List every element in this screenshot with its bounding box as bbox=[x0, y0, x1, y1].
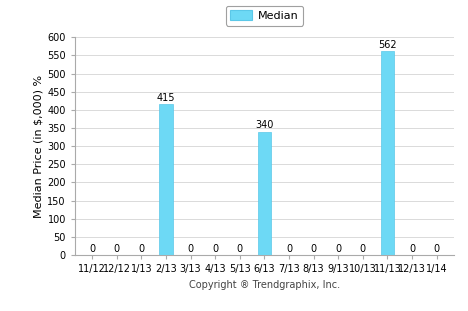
Text: 0: 0 bbox=[360, 244, 366, 254]
X-axis label: Copyright ® Trendgraphix, Inc.: Copyright ® Trendgraphix, Inc. bbox=[189, 280, 340, 290]
Text: 415: 415 bbox=[157, 93, 175, 103]
Text: 0: 0 bbox=[237, 244, 243, 254]
Text: 0: 0 bbox=[188, 244, 194, 254]
Bar bbox=[381, 51, 394, 255]
Text: 0: 0 bbox=[89, 244, 95, 254]
Text: 0: 0 bbox=[311, 244, 317, 254]
Y-axis label: Median Price (in $,000) %: Median Price (in $,000) % bbox=[33, 75, 43, 218]
Text: 562: 562 bbox=[378, 40, 397, 50]
Text: 0: 0 bbox=[212, 244, 218, 254]
Text: 0: 0 bbox=[434, 244, 440, 254]
Text: 340: 340 bbox=[255, 120, 274, 130]
Bar bbox=[159, 104, 173, 255]
Text: 0: 0 bbox=[409, 244, 415, 254]
Text: 0: 0 bbox=[114, 244, 120, 254]
Legend: Median: Median bbox=[226, 6, 303, 26]
Text: 0: 0 bbox=[138, 244, 145, 254]
Bar bbox=[258, 132, 271, 255]
Text: 0: 0 bbox=[335, 244, 341, 254]
Text: 0: 0 bbox=[286, 244, 292, 254]
